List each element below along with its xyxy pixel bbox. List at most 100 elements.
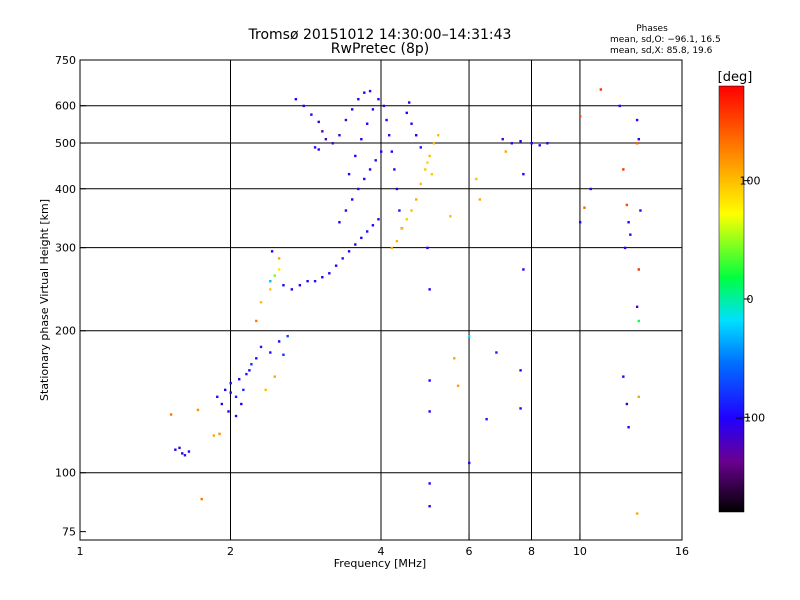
y-tick-label: 600 (55, 100, 76, 113)
data-point (390, 246, 393, 250)
data-point (331, 142, 334, 145)
data-point (635, 512, 639, 515)
data-point (351, 108, 354, 111)
data-point (522, 268, 525, 271)
data-point (269, 288, 272, 291)
data-point (501, 137, 504, 141)
data-point (277, 340, 281, 343)
data-point (578, 115, 582, 118)
data-point (351, 198, 354, 201)
data-point (363, 177, 366, 181)
data-point (395, 239, 399, 243)
data-point (290, 288, 294, 291)
data-point (407, 101, 411, 104)
data-point (365, 122, 369, 125)
data-point (273, 274, 276, 277)
data-point (475, 177, 478, 181)
data-point (357, 187, 360, 191)
stats-line-x: mean, sd,X: 85.8, 19.6 (610, 46, 713, 56)
data-point (428, 288, 431, 291)
y-tick-label: 200 (55, 325, 76, 338)
y-tick-label: 750 (55, 54, 76, 67)
data-point (635, 118, 639, 122)
colorbar-ticks: 100 0 −100 (735, 175, 765, 425)
colorbar-tick-label: 0 (747, 293, 754, 306)
data-point (599, 88, 603, 91)
data-point (187, 450, 191, 453)
data-point (510, 142, 514, 145)
data-point (380, 150, 383, 153)
data-point (248, 369, 251, 372)
data-point (428, 379, 431, 382)
data-point (277, 257, 281, 260)
data-point (625, 402, 629, 406)
data-point (522, 172, 525, 176)
x-tick-label: 2 (227, 545, 234, 558)
data-point (240, 402, 243, 406)
colorbar-tick-label: −100 (735, 411, 765, 424)
data-point (324, 137, 328, 141)
data-point (405, 218, 408, 221)
data-point (338, 134, 341, 137)
data-point (504, 150, 507, 153)
data-point (637, 319, 640, 323)
data-point (629, 233, 632, 236)
data-point (242, 388, 245, 392)
data-point (363, 91, 366, 94)
x-tick-label: 6 (466, 545, 473, 558)
data-point (344, 118, 348, 122)
data-point (321, 275, 324, 279)
data-point (273, 375, 276, 378)
data-point (341, 257, 344, 260)
chart-title: Tromsø 20151012 14:30:00–14:31:43 (248, 27, 512, 43)
y-tick-label: 500 (55, 137, 76, 150)
data-point (269, 279, 272, 283)
colorbar-label: [deg] (718, 70, 753, 85)
data-point (400, 227, 404, 230)
data-point (398, 209, 401, 212)
data-point (270, 250, 274, 253)
data-point (255, 357, 258, 360)
x-tick-label: 8 (528, 545, 535, 558)
data-point (338, 221, 341, 224)
data-point (546, 142, 549, 145)
data-point (637, 137, 640, 141)
data-point (519, 369, 522, 372)
data-point (282, 353, 285, 357)
data-point (302, 104, 305, 108)
data-point (374, 159, 377, 162)
stats-line-o: mean, sd,O: −96.1, 16.5 (610, 35, 721, 45)
data-point (377, 97, 380, 101)
y-tick-label: 100 (55, 467, 76, 480)
data-point (627, 221, 630, 224)
data-point (178, 446, 181, 450)
data-point (428, 505, 431, 508)
data-point (627, 426, 630, 429)
data-point (269, 351, 272, 354)
data-point (583, 206, 586, 209)
data-point (639, 209, 642, 212)
data-point (382, 104, 386, 108)
data-point (622, 168, 625, 171)
data-point (371, 224, 375, 227)
data-point (229, 381, 232, 385)
data-point (432, 142, 436, 145)
data-point (245, 372, 248, 376)
data-point (238, 378, 241, 381)
grid-lines (80, 60, 682, 540)
x-tick-label: 4 (378, 545, 385, 558)
data-point (449, 215, 452, 218)
data-point (424, 168, 427, 171)
y-axis-label: Stationary phase Virtual Height [km] (38, 199, 51, 401)
data-point (306, 279, 309, 283)
data-point (393, 168, 396, 171)
data-point (415, 198, 418, 201)
data-point (282, 284, 285, 287)
y-tick-label: 75 (62, 526, 76, 539)
data-point (478, 198, 482, 201)
data-point (426, 246, 429, 250)
data-point (298, 284, 302, 287)
data-point (436, 134, 440, 137)
data-point (347, 250, 351, 253)
data-point (259, 301, 263, 304)
